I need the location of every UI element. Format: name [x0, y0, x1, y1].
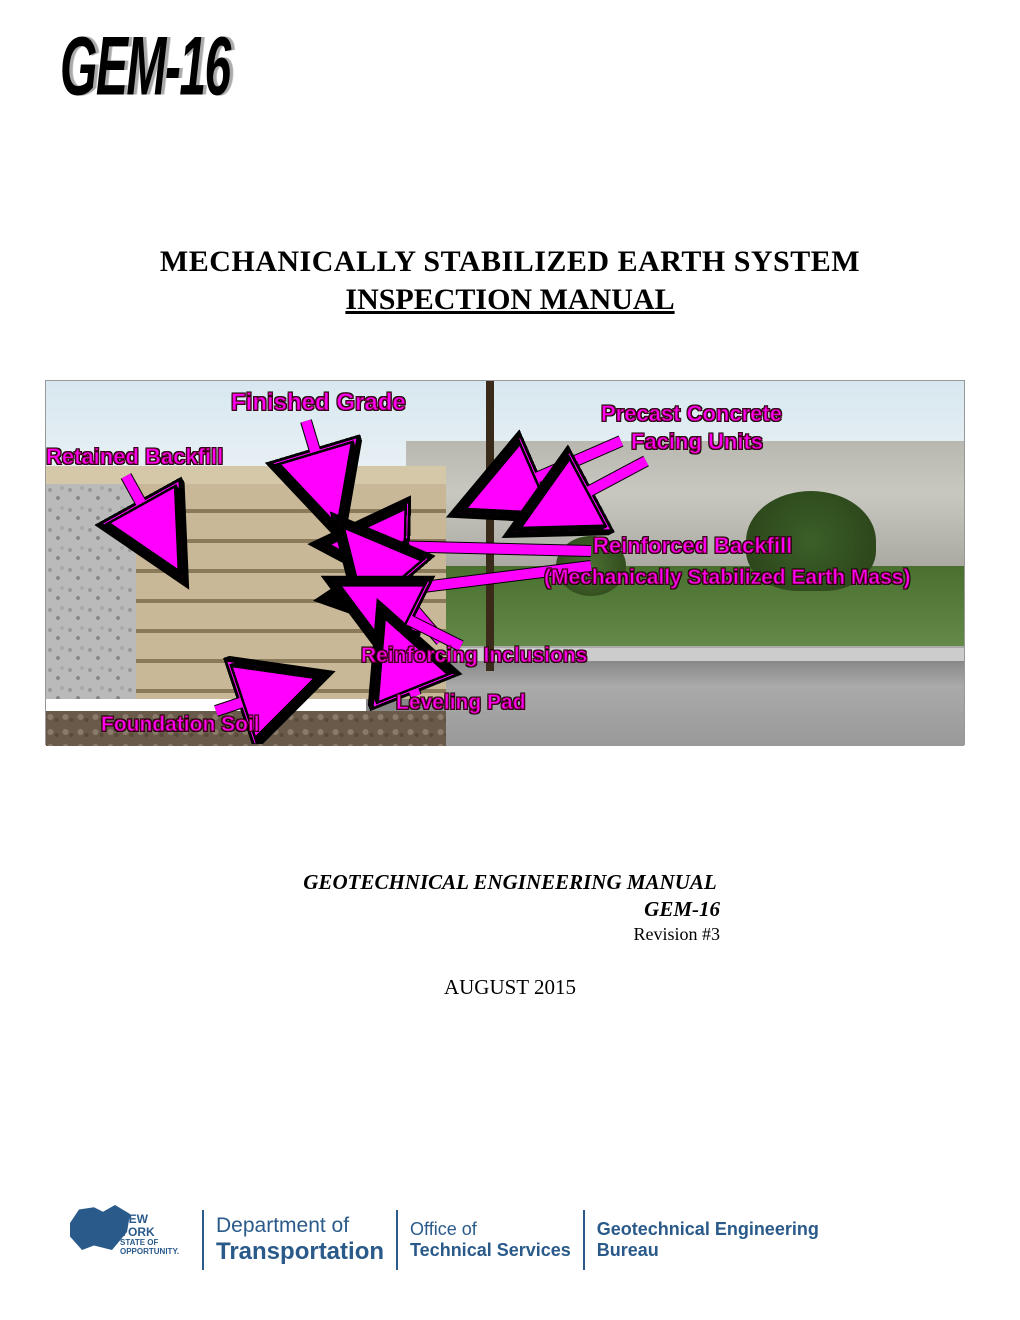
subtitle-block: GEOTECHNICAL ENGINEERING MANUAL GEM-16 R… — [0, 870, 1020, 1000]
diagram-label-reinforcing-inclusions: Reinforcing Inclusions — [361, 644, 587, 668]
ny-logo-text: NEW YORK STATE OF OPPORTUNITY. — [120, 1213, 180, 1257]
subtitle-date: AUGUST 2015 — [0, 975, 1020, 1000]
diagram-pole — [486, 381, 494, 671]
reinforcement-stripe — [136, 509, 446, 513]
footer-separator — [583, 1210, 585, 1270]
main-title: MECHANICALLY STABILIZED EARTH SYSTEM INS… — [0, 245, 1020, 317]
footer-separator — [396, 1210, 398, 1270]
diagram-label-facing-units: Facing Units — [631, 429, 763, 455]
diagram-label-mse-mass: (Mechanically Stabilized Earth Mass) — [544, 566, 910, 590]
gem-logo: GEM-16 — [60, 18, 230, 114]
layer-retained-backfill — [46, 484, 136, 699]
footer-bureau: Geotechnical Engineering Bureau — [597, 1219, 819, 1260]
reinforcement-stripe — [136, 569, 446, 573]
footer-dept: Department of Transportation — [216, 1214, 384, 1266]
diagram-label-leveling-pad: Leveling Pad — [396, 691, 526, 715]
footer: NEW YORK STATE OF OPPORTUNITY. Departmen… — [70, 1200, 950, 1280]
reinforcement-stripe — [136, 539, 446, 543]
diagram-label-reinforced-backfill: Reinforced Backfill — [593, 533, 792, 559]
mse-diagram: Finished Grade Retained Backfill Precast C… — [45, 380, 965, 745]
title-line2: INSPECTION MANUAL — [0, 283, 1020, 317]
footer-office: Office of Technical Services — [410, 1219, 571, 1260]
footer-separator — [202, 1210, 204, 1270]
diagram-cross-section — [46, 466, 446, 746]
diagram-label-finished-grade: Finished Grade — [231, 389, 406, 417]
subtitle-revision: Revision #3 — [0, 924, 1020, 945]
ny-state-logo: NEW YORK STATE OF OPPORTUNITY. — [70, 1205, 180, 1275]
diagram-label-precast-concrete: Precast Concrete — [601, 401, 782, 427]
title-line1: MECHANICALLY STABILIZED EARTH SYSTEM — [0, 245, 1020, 279]
subtitle-gem: GEM-16 — [0, 897, 1020, 922]
reinforcement-stripe — [136, 599, 446, 603]
diagram-label-retained-backfill: Retained Backfill — [46, 444, 223, 470]
reinforcement-stripe — [136, 629, 446, 633]
diagram-label-foundation-soil: Foundation Soil — [101, 713, 260, 737]
subtitle-manual: GEOTECHNICAL ENGINEERING MANUAL — [0, 870, 1020, 895]
